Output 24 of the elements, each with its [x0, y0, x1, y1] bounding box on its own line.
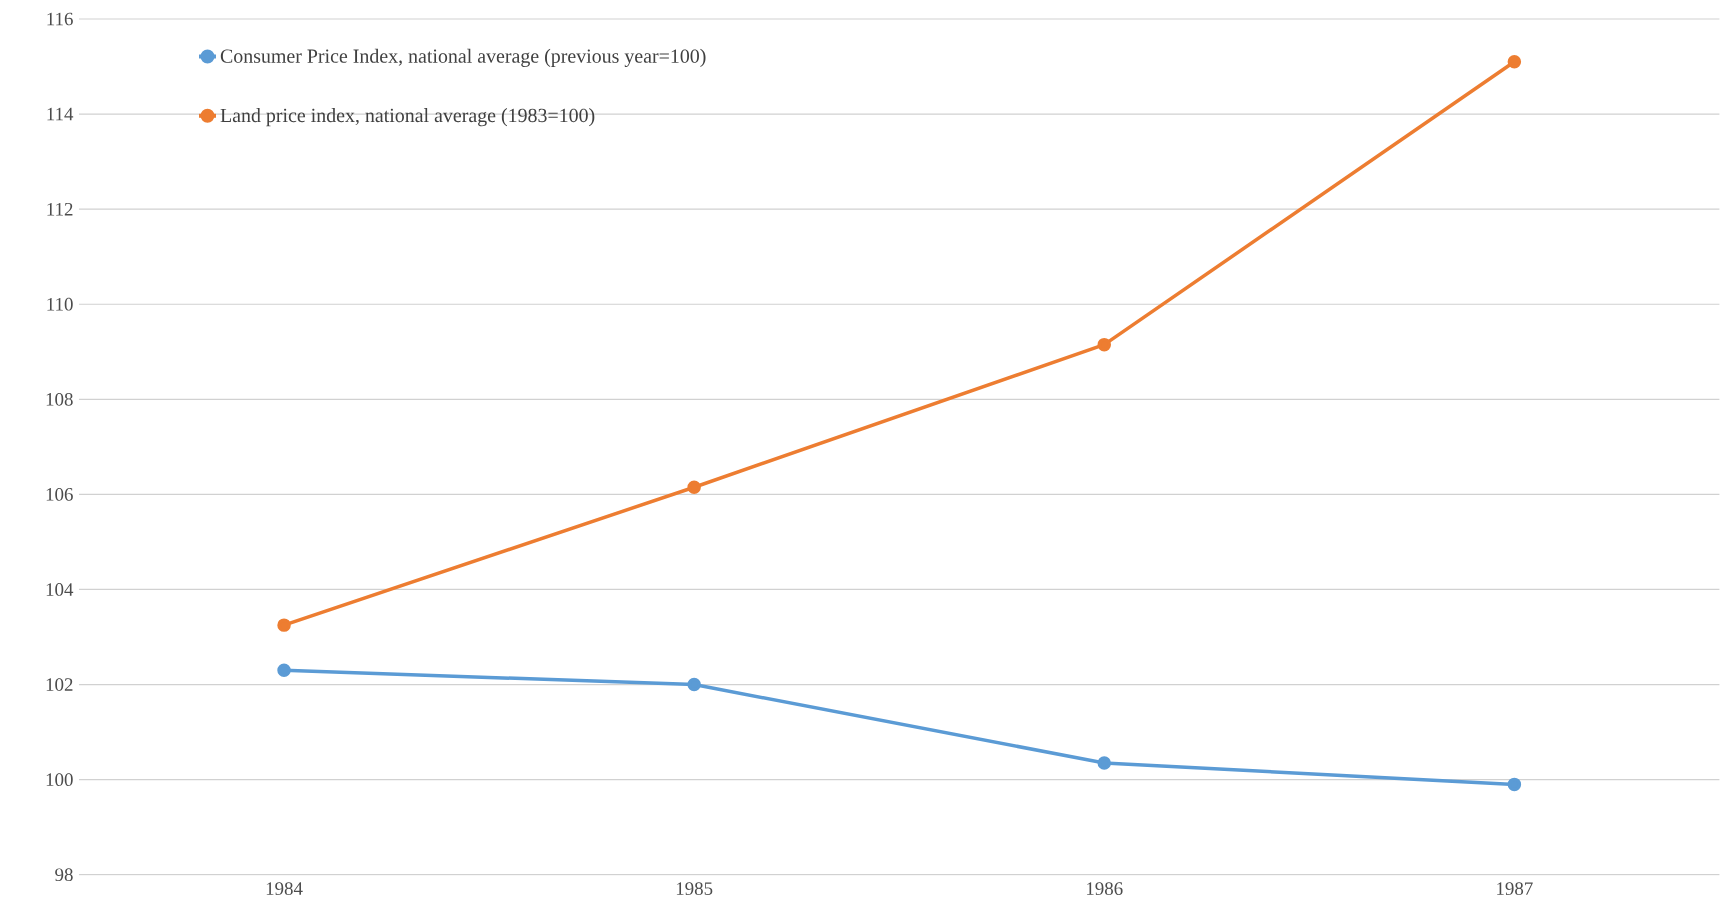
y-tick-label: 106 [46, 488, 73, 501]
y-tick-label: 102 [46, 678, 73, 692]
point [1097, 756, 1111, 770]
x-tick-label: 1986 [1086, 882, 1123, 896]
point [1507, 55, 1522, 69]
point [277, 618, 291, 633]
point [1097, 338, 1111, 352]
x-tick-label: 1985 [676, 882, 713, 896]
x-tick-label: 1987 [1497, 882, 1533, 896]
legend-label: Consumer Price Index, national average (previous year=100) [220, 48, 706, 68]
x-tick-label: 1984 [266, 882, 303, 896]
point [687, 677, 701, 692]
legend-label: Land price index, national average (1983=100) [220, 108, 595, 127]
y-tick-label: 110 [47, 297, 73, 311]
y-tick-label: 100 [46, 773, 73, 787]
point [1507, 777, 1522, 792]
point [277, 663, 291, 678]
point [687, 480, 701, 495]
y-tick-label: 108 [46, 393, 73, 406]
y-tick-label: 114 [47, 107, 74, 121]
y-tick-label: 104 [46, 583, 74, 596]
y-tick-label: 116 [47, 12, 73, 26]
y-tick-label: 98 [55, 868, 73, 882]
y-tick-label: 112 [47, 203, 73, 216]
